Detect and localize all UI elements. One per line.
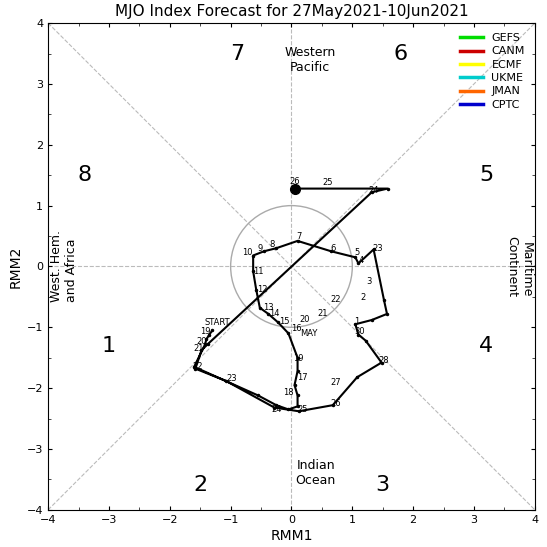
Text: 13: 13: [263, 303, 274, 312]
Text: 23: 23: [373, 244, 383, 253]
Text: 20: 20: [196, 336, 207, 346]
Text: 5: 5: [354, 248, 360, 257]
Text: 8: 8: [269, 241, 275, 249]
Text: 5: 5: [479, 165, 493, 185]
Text: 26: 26: [330, 399, 341, 408]
Text: 21: 21: [318, 309, 328, 318]
Text: 22: 22: [330, 295, 341, 304]
Text: 4: 4: [479, 335, 493, 356]
Text: Indian
Ocean: Indian Ocean: [296, 459, 336, 487]
Text: 20: 20: [300, 315, 310, 324]
Text: 10: 10: [242, 248, 253, 257]
Text: MAY: MAY: [300, 329, 317, 338]
Text: Maritime
Continent: Maritime Continent: [505, 236, 533, 297]
Text: 11: 11: [253, 266, 263, 276]
Text: 2: 2: [193, 475, 207, 496]
Text: 19: 19: [200, 328, 211, 336]
Text: West. Hem.
and Africa: West. Hem. and Africa: [50, 230, 78, 302]
Text: 2: 2: [360, 293, 366, 302]
Text: 25: 25: [323, 178, 333, 188]
Text: 3: 3: [366, 277, 372, 286]
Text: START: START: [205, 318, 230, 327]
Text: 12: 12: [257, 285, 267, 294]
Text: 1: 1: [354, 317, 360, 326]
Text: 17: 17: [297, 373, 308, 382]
Text: 22: 22: [192, 362, 202, 371]
Text: 15: 15: [279, 317, 289, 326]
Text: 3: 3: [376, 475, 390, 496]
Text: 7: 7: [230, 44, 244, 63]
Text: 9: 9: [257, 244, 263, 253]
Text: 6: 6: [330, 244, 335, 253]
Text: 27: 27: [330, 378, 341, 387]
Text: Western
Pacific: Western Pacific: [284, 46, 335, 74]
Text: 24: 24: [271, 405, 282, 414]
Y-axis label: RMM2: RMM2: [9, 245, 22, 288]
Text: 6: 6: [394, 44, 408, 63]
Text: 26: 26: [289, 177, 300, 186]
Text: 1: 1: [102, 335, 116, 356]
Text: 21: 21: [194, 344, 204, 353]
Text: 19: 19: [294, 353, 304, 363]
Text: 25: 25: [297, 405, 307, 414]
Text: 16: 16: [291, 324, 301, 333]
X-axis label: RMM1: RMM1: [270, 529, 313, 543]
Text: 30: 30: [354, 328, 365, 336]
Text: 8: 8: [78, 165, 92, 185]
Text: 7: 7: [296, 232, 301, 241]
Text: 18: 18: [283, 388, 294, 397]
Text: 14: 14: [269, 309, 280, 318]
Text: 24: 24: [368, 185, 379, 195]
Title: MJO Index Forecast for 27May2021-10Jun2021: MJO Index Forecast for 27May2021-10Jun20…: [115, 4, 468, 19]
Text: 4: 4: [359, 256, 364, 265]
Text: 28: 28: [379, 356, 389, 365]
Text: 23: 23: [226, 374, 237, 383]
Legend: GEFS, CANM, ECMF, UKME, JMAN, CPTC: GEFS, CANM, ECMF, UKME, JMAN, CPTC: [456, 28, 529, 114]
